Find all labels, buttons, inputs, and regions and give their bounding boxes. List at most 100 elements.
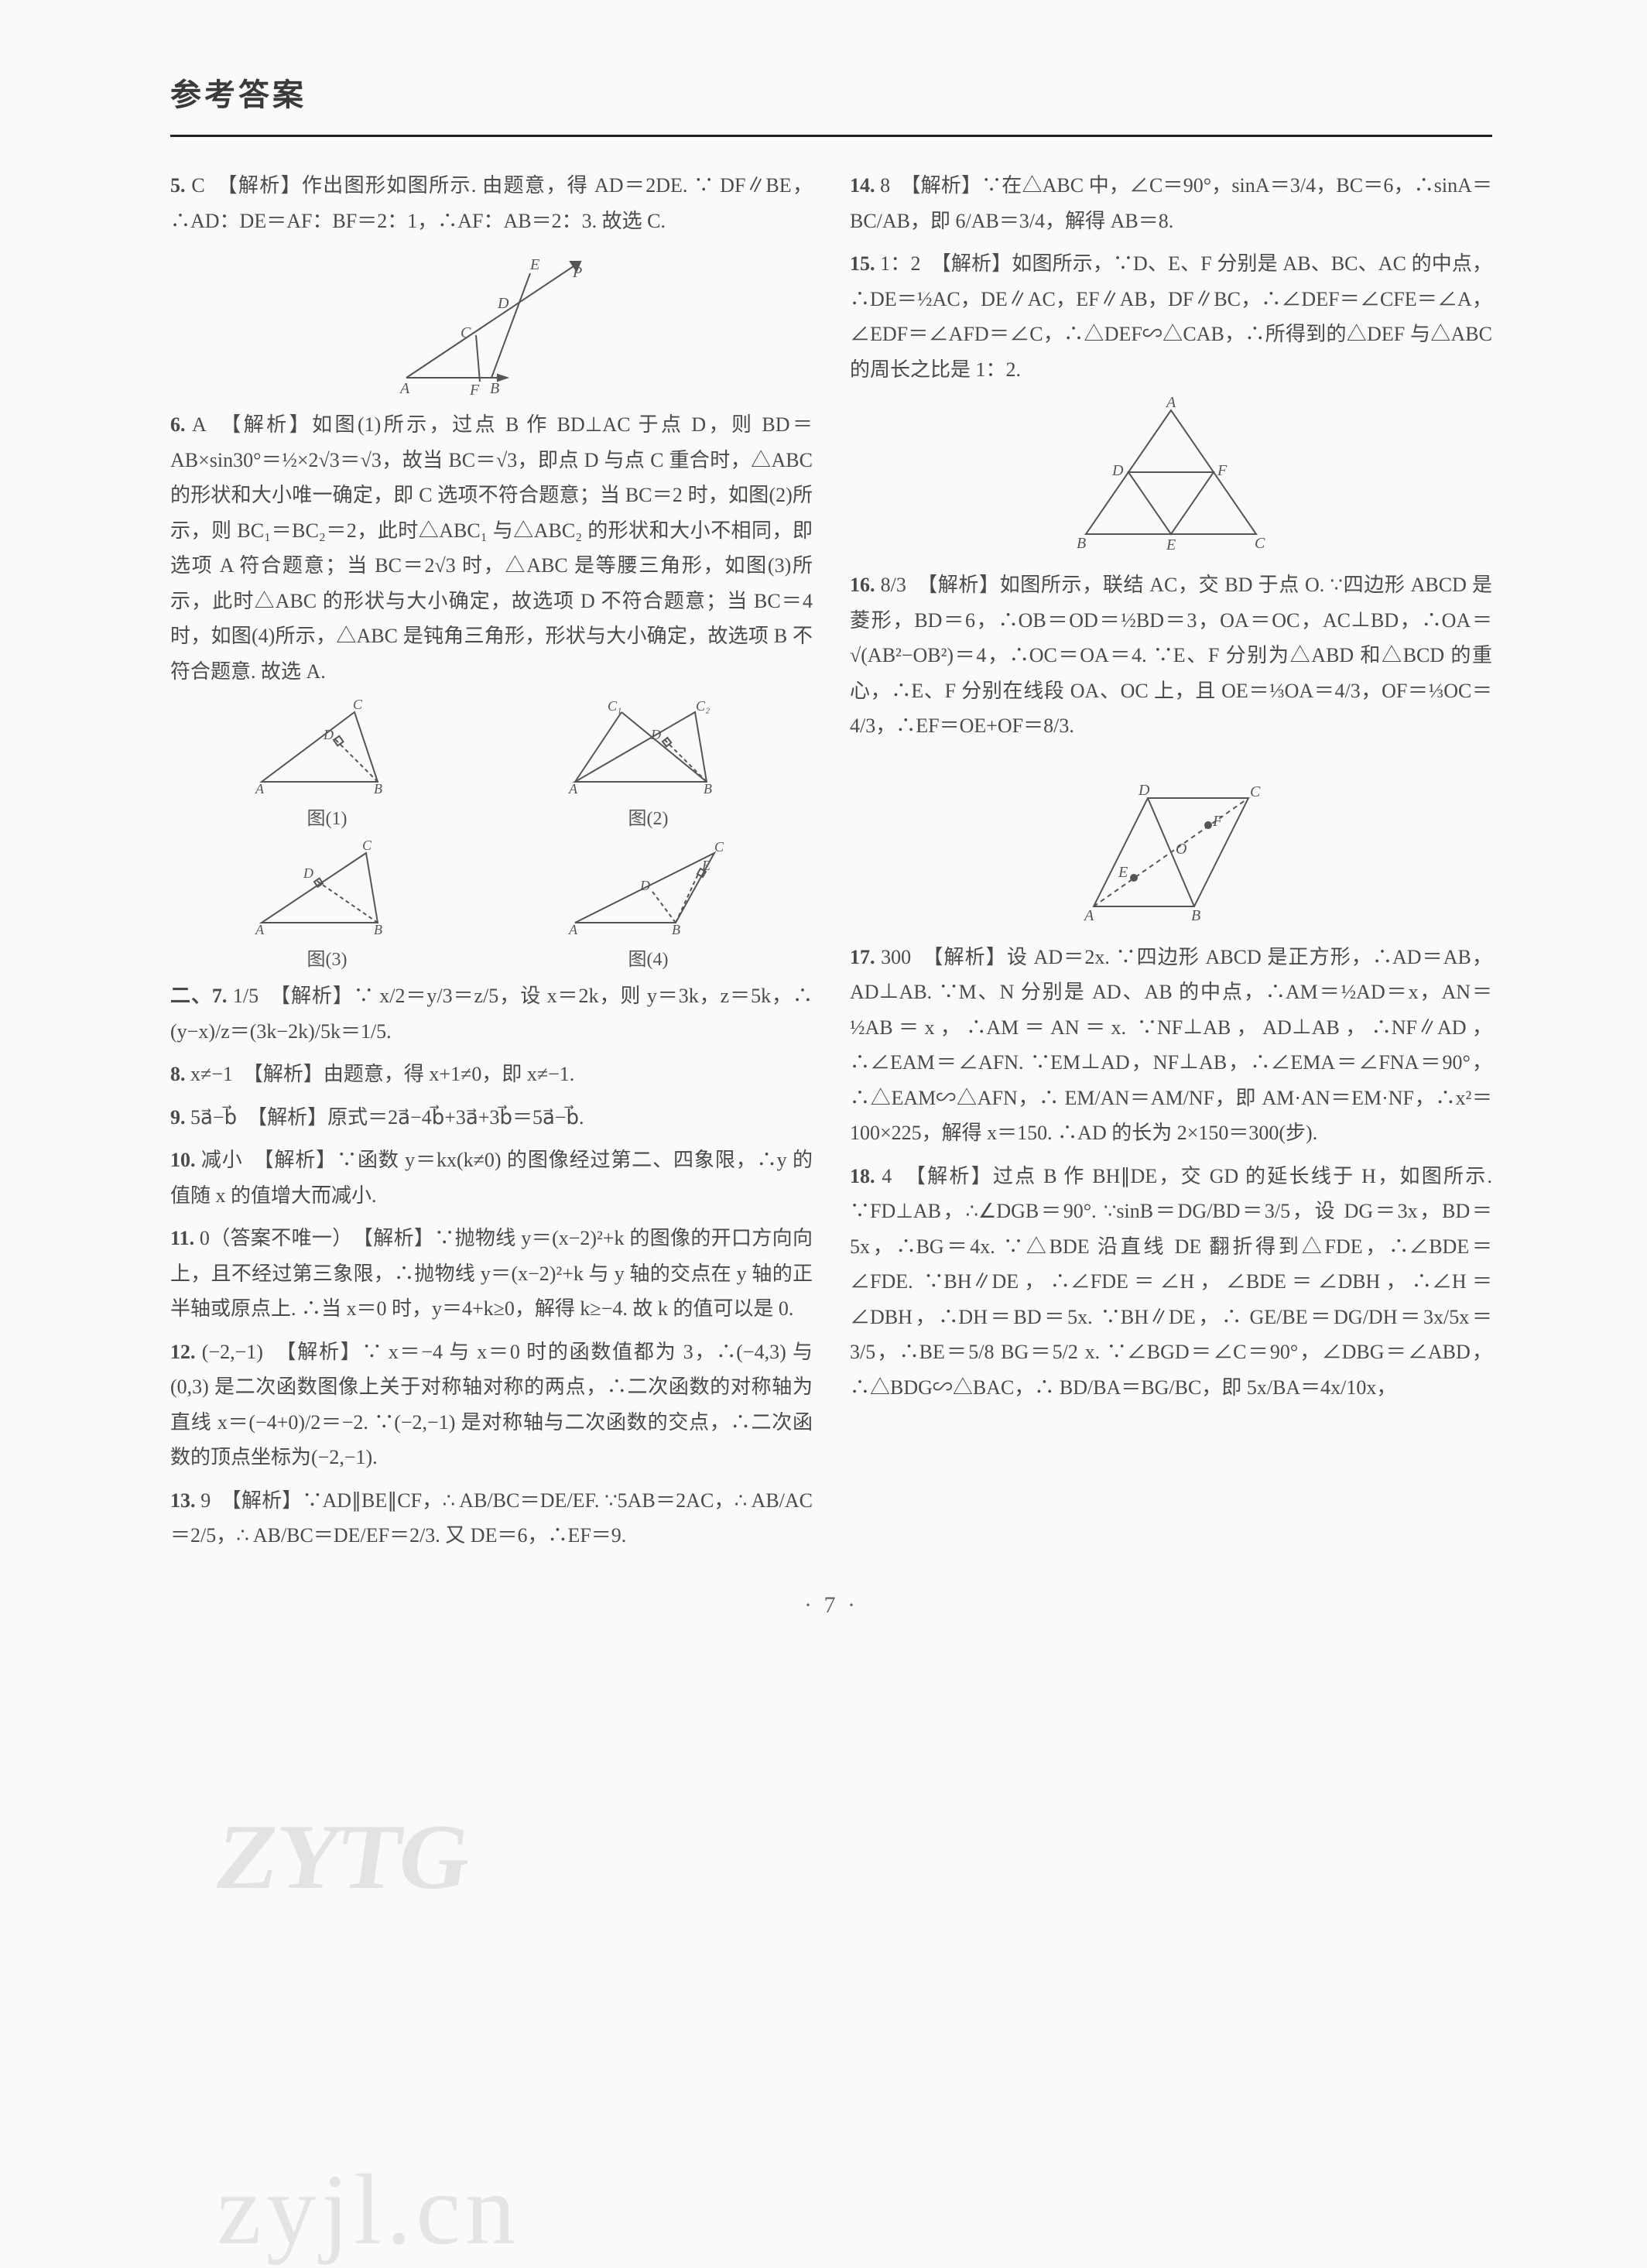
page-number: · 7 · xyxy=(170,1592,1492,1619)
q7-text: 1/5 【解析】∵ x/2＝y/3＝z/5，设 x＝2k，则 y＝3k，z＝5k… xyxy=(170,985,813,1043)
q6-fig2: A B C₁ C₂ D 图(2) xyxy=(560,697,738,830)
q11-label: 11. xyxy=(170,1227,194,1249)
answer-13: 13. 9 【解析】∵AD∥BE∥CF，∴ AB/BC＝DE/EF. ∵5AB＝… xyxy=(170,1483,813,1554)
q14-label: 14. xyxy=(850,174,875,197)
q17-text: 300 【解析】设 AD＝2x. ∵四边形 ABCD 是正方形，∴AD＝AB，A… xyxy=(850,946,1492,1145)
svg-text:D: D xyxy=(639,878,650,893)
svg-text:D: D xyxy=(1111,462,1124,479)
svg-text:E: E xyxy=(1166,536,1176,553)
q7-label: 二、7. xyxy=(170,985,227,1007)
svg-text:A: A xyxy=(1165,395,1176,411)
answer-12: 12. (−2,−1) 【解析】∵ x＝−4 与 x＝0 时的函数值都为 3，∴… xyxy=(170,1334,813,1475)
q6-figures-row2: A B C D 图(3) A B C D E 图(4) xyxy=(170,838,813,971)
answer-15: 15. 1：2 【解析】如图所示，∵D、E、F 分别是 AB、BC、AC 的中点… xyxy=(850,246,1492,387)
svg-text:F: F xyxy=(469,382,480,397)
answer-17: 17. 300 【解析】设 AD＝2x. ∵四边形 ABCD 是正方形，∴AD＝… xyxy=(850,940,1492,1151)
watermark-url: zyjl.cn xyxy=(217,2152,520,2268)
q18-label: 18. xyxy=(850,1165,875,1187)
svg-text:A: A xyxy=(399,380,410,397)
q9-text: 5a⃗−b⃗ 【解析】原式＝2a⃗−4b⃗+3a⃗+3b⃗＝5a⃗−b⃗. xyxy=(190,1106,584,1129)
svg-text:C: C xyxy=(362,838,372,853)
svg-text:E: E xyxy=(1118,864,1128,881)
q6-fig4: A B C D E 图(4) xyxy=(560,838,738,971)
q13-text: 9 【解析】∵AD∥BE∥CF，∴ AB/BC＝DE/EF. ∵5AB＝2AC，… xyxy=(170,1489,813,1547)
svg-text:A: A xyxy=(255,922,265,937)
q17-label: 17. xyxy=(850,946,875,968)
q6-fig4-cap: 图(4) xyxy=(560,944,738,971)
svg-text:C₁: C₁ xyxy=(608,698,621,714)
page-header: 参考答案 xyxy=(170,70,1492,137)
q6-label: 6. xyxy=(170,413,186,436)
q11-text: 0（答案不唯一） 【解析】∵抛物线 y＝(x−2)²+k 的图像的开口方向向上，… xyxy=(170,1227,813,1320)
left-column: 5. C 【解析】作出图形如图所示. 由题意，得 AD＝2DE. ∵ DF∥BE… xyxy=(170,168,813,1561)
svg-text:B: B xyxy=(374,922,382,937)
q6-fig2-cap: 图(2) xyxy=(560,803,738,830)
answer-10: 10. 减小 【解析】∵函数 y＝kx(k≠0) 的图像经过第二、四象限，∴y … xyxy=(170,1143,813,1213)
answer-18: 18. 4 【解析】过点 B 作 BH∥DE，交 GD 的延长线于 H，如图所示… xyxy=(850,1159,1492,1406)
q6-fig3-cap: 图(3) xyxy=(246,944,409,971)
svg-text:B: B xyxy=(1191,907,1200,924)
svg-text:C: C xyxy=(1250,783,1261,800)
svg-text:C: C xyxy=(1255,535,1265,552)
q8-text: x≠−1 【解析】由题意，得 x+1≠0，即 x≠−1. xyxy=(190,1063,574,1085)
svg-text:D: D xyxy=(1138,782,1150,799)
q12-text: (−2,−1) 【解析】∵ x＝−4 与 x＝0 时的函数值都为 3，∴(−4,… xyxy=(170,1341,813,1469)
q15-figure: A B C D E F xyxy=(850,395,1492,561)
svg-text:A: A xyxy=(255,781,265,797)
answer-5: 5. C 【解析】作出图形如图所示. 由题意，得 AD＝2DE. ∵ DF∥BE… xyxy=(170,168,813,238)
svg-text:C: C xyxy=(461,324,471,341)
svg-text:A: A xyxy=(568,781,578,797)
content-columns: 5. C 【解析】作出图形如图所示. 由题意，得 AD＝2DE. ∵ DF∥BE… xyxy=(170,168,1492,1561)
q14-text: 8 【解析】∵在△ABC 中，∠C＝90°，sinA＝3/4，BC＝6，∴sin… xyxy=(850,174,1492,232)
svg-text:B: B xyxy=(374,781,382,797)
svg-text:A: A xyxy=(1083,907,1094,924)
svg-text:D: D xyxy=(650,727,661,742)
q16-text: 8/3 【解析】如图所示，联结 AC，交 BD 于点 O. ∵四边形 ABCD … xyxy=(850,574,1492,737)
svg-text:A: A xyxy=(568,922,578,937)
q6-text: A 【解析】如图(1)所示，过点 B 作 BD⊥AC 于点 D，则 BD＝AB×… xyxy=(170,413,813,683)
answer-11: 11. 0（答案不唯一） 【解析】∵抛物线 y＝(x−2)²+k 的图像的开口方… xyxy=(170,1221,813,1327)
q15-text: 1：2 【解析】如图所示，∵D、E、F 分别是 AB、BC、AC 的中点，∴DE… xyxy=(850,252,1492,381)
svg-text:B: B xyxy=(490,380,499,397)
q18-text: 4 【解析】过点 B 作 BH∥DE，交 GD 的延长线于 H，如图所示. ∵F… xyxy=(850,1165,1492,1399)
answer-7: 二、7. 1/5 【解析】∵ x/2＝y/3＝z/5，设 x＝2k，则 y＝3k… xyxy=(170,978,813,1049)
q6-figures-row1: A B C D 图(1) A B C₁ C₂ D 图(2) xyxy=(170,697,813,830)
q15-label: 15. xyxy=(850,252,875,275)
q12-label: 12. xyxy=(170,1341,196,1363)
q10-label: 10. xyxy=(170,1149,196,1171)
q10-text: 减小 【解析】∵函数 y＝kx(k≠0) 的图像经过第二、四象限，∴y 的值随 … xyxy=(170,1149,813,1207)
svg-text:B: B xyxy=(672,922,680,937)
svg-text:E: E xyxy=(701,858,711,873)
svg-text:D: D xyxy=(497,295,509,312)
answer-9: 9. 5a⃗−b⃗ 【解析】原式＝2a⃗−4b⃗+3a⃗+3b⃗＝5a⃗−b⃗. xyxy=(170,1100,813,1136)
svg-text:D: D xyxy=(303,865,313,881)
q5-text: C 【解析】作出图形如图所示. 由题意，得 AD＝2DE. ∵ DF∥BE，∴A… xyxy=(170,174,813,232)
svg-text:B: B xyxy=(704,781,712,797)
svg-text:C: C xyxy=(714,839,724,855)
svg-text:B: B xyxy=(1077,535,1086,552)
svg-text:F: F xyxy=(1217,462,1228,479)
q5-label: 5. xyxy=(170,174,186,197)
q6-fig3: A B C D 图(3) xyxy=(246,838,409,971)
svg-text:E: E xyxy=(529,256,539,273)
svg-text:C: C xyxy=(353,697,363,712)
svg-text:P: P xyxy=(572,264,582,281)
q9-label: 9. xyxy=(170,1106,186,1129)
q5-figure: A B C D E F P xyxy=(170,246,813,401)
answer-8: 8. x≠−1 【解析】由题意，得 x+1≠0，即 x≠−1. xyxy=(170,1057,813,1092)
svg-text:C₂: C₂ xyxy=(696,698,710,714)
answer-6: 6. A 【解析】如图(1)所示，过点 B 作 BD⊥AC 于点 D，则 BD＝… xyxy=(170,407,813,689)
right-column: 14. 8 【解析】∵在△ABC 中，∠C＝90°，sinA＝3/4，BC＝6，… xyxy=(850,168,1492,1561)
q6-fig1: A B C D 图(1) xyxy=(246,697,409,830)
q16-figure: A B C D E F O xyxy=(850,752,1492,934)
q13-label: 13. xyxy=(170,1489,196,1512)
q6-fig1-cap: 图(1) xyxy=(246,803,409,830)
svg-text:O: O xyxy=(1176,841,1186,858)
svg-text:D: D xyxy=(323,727,334,742)
answer-14: 14. 8 【解析】∵在△ABC 中，∠C＝90°，sinA＝3/4，BC＝6，… xyxy=(850,168,1492,238)
svg-text:F: F xyxy=(1212,813,1223,830)
answer-16: 16. 8/3 【解析】如图所示，联结 AC，交 BD 于点 O. ∵四边形 A… xyxy=(850,567,1492,744)
watermark-logo: ZYTG xyxy=(209,1804,474,1910)
q16-label: 16. xyxy=(850,574,875,596)
q8-label: 8. xyxy=(170,1063,186,1085)
